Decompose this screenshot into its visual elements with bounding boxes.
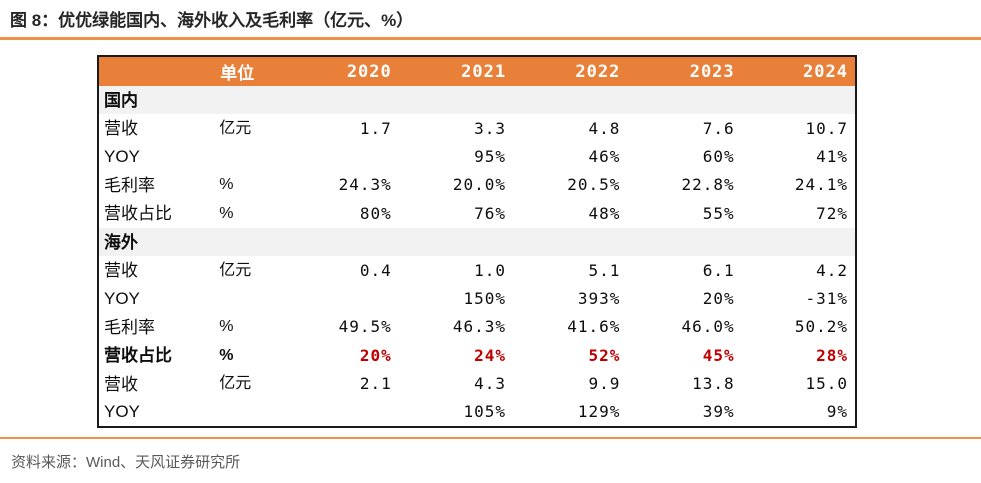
header-cell-year: 2020	[346, 61, 392, 82]
value-cell: 0.4	[359, 260, 392, 280]
value-cell: 7.6	[702, 118, 735, 138]
value-cell: 20%	[359, 345, 392, 365]
value-cell: 1.7	[359, 118, 392, 138]
value-cell: 41%	[816, 146, 848, 166]
section-row: 海外	[98, 227, 856, 257]
figure-title: 图 8：优优绿能国内、海外收入及毛利率（亿元、%）	[10, 11, 414, 30]
header-cell-year: 2022	[575, 61, 621, 82]
row-label: 毛利率	[104, 317, 155, 337]
row-unit: %	[219, 176, 234, 194]
value-cell: 50.2%	[794, 317, 848, 337]
row-label: 毛利率	[104, 175, 155, 195]
value-cell: 41.6%	[567, 317, 621, 337]
value-cell: 28%	[816, 345, 848, 365]
value-cell: 24%	[474, 345, 507, 365]
value-cell: 46.3%	[452, 317, 507, 337]
source-note: 资料来源：Wind、天风证券研究所	[11, 454, 241, 471]
value-cell: -31%	[805, 288, 848, 308]
header-cell-year: 2021	[461, 61, 507, 82]
section-row: 国内	[98, 86, 856, 115]
header-cell-empty	[98, 56, 216, 86]
value-cell: 80%	[359, 203, 392, 223]
table-row: 营收 亿元 1.7 3.3 4.8 7.6 10.7	[98, 114, 856, 142]
table-row: 毛利率% 49.5% 46.3% 41.6% 46.0% 50.2%	[98, 313, 856, 341]
row-unit	[216, 143, 284, 171]
row-label: 营收	[104, 374, 138, 394]
table-body: 国内 营收 亿元 1.7 3.3 4.8 7.6 10.7 YOY 95% 46% 60% 41% 毛利率…	[98, 86, 856, 427]
value-cell: 22.8%	[681, 175, 735, 195]
row-label: YOY	[104, 289, 140, 309]
value-cell: 72%	[816, 203, 848, 223]
table-row: YOY 150% 393% 20% -31%	[98, 285, 856, 313]
value-cell: 13.8	[692, 374, 735, 394]
value-cell: 76%	[474, 203, 507, 223]
table-row: 营收占比% 20% 24% 52% 45% 28%	[98, 342, 856, 370]
row-unit	[216, 398, 284, 426]
value-cell: 46.0%	[681, 317, 735, 337]
row-unit: 亿元	[219, 261, 252, 279]
table-row: 营收 亿元 2.1 4.3 9.9 13.8 15.0	[98, 370, 856, 398]
row-label: 营收	[104, 119, 138, 139]
value-cell: 20.0%	[452, 175, 507, 195]
table-row: YOY 105% 129% 39% 9%	[98, 398, 856, 426]
value-cell: 45%	[702, 345, 735, 365]
value-cell: 9%	[826, 401, 848, 421]
table-header: 单位 2020 2021 2022 2023 2024	[98, 56, 856, 86]
value-cell: 9.9	[588, 374, 621, 394]
value-cell: 10.7	[805, 118, 848, 138]
value-cell	[284, 143, 398, 171]
header-row: 单位 2020 2021 2022 2023 2024	[98, 56, 856, 86]
row-unit	[216, 285, 284, 313]
header-cell-year: 2024	[803, 61, 848, 82]
row-unit: 亿元	[219, 119, 252, 137]
value-cell: 46%	[588, 146, 621, 166]
row-unit: %	[219, 204, 234, 222]
value-cell	[284, 285, 398, 313]
value-cell: 55%	[702, 203, 735, 223]
value-cell: 105%	[463, 401, 507, 421]
row-unit: %	[219, 346, 234, 364]
value-cell: 1.0	[474, 260, 507, 280]
title-divider-line	[0, 37, 981, 40]
value-cell: 48%	[588, 203, 621, 223]
value-cell: 60%	[702, 146, 735, 166]
value-cell: 5.1	[588, 260, 621, 280]
header-cell-unit: 单位	[220, 64, 255, 83]
value-cell: 4.3	[474, 374, 507, 394]
table-row: 毛利率% 24.3% 20.0% 20.5% 22.8% 24.1%	[98, 171, 856, 199]
table-row: 营收 亿元 0.4 1.0 5.1 6.1 4.2	[98, 256, 856, 284]
value-cell: 6.1	[702, 260, 735, 280]
value-cell: 20%	[702, 288, 735, 308]
value-cell: 4.8	[588, 118, 621, 138]
value-cell: 20.5%	[567, 175, 621, 195]
row-unit: 亿元	[219, 375, 252, 393]
table-row: 营收占比% 80% 76% 48% 55% 72%	[98, 200, 856, 228]
value-cell: 95%	[474, 146, 507, 166]
value-cell: 129%	[577, 401, 621, 421]
section-label: 国内	[98, 86, 856, 115]
row-unit: %	[219, 318, 234, 336]
row-label: YOY	[104, 402, 140, 422]
row-label: 营收	[104, 261, 138, 281]
section-label: 海外	[98, 227, 856, 257]
value-cell: 15.0	[805, 374, 848, 394]
row-label: YOY	[104, 147, 140, 167]
footer-divider-line	[0, 437, 981, 439]
value-cell: 52%	[588, 345, 621, 365]
header-cell-year: 2023	[689, 61, 735, 82]
value-cell: 24.1%	[794, 175, 848, 195]
value-cell	[284, 398, 398, 426]
value-cell: 3.3	[474, 118, 507, 138]
table-row: YOY 95% 46% 60% 41%	[98, 143, 856, 171]
value-cell: 393%	[577, 288, 621, 308]
value-cell: 24.3%	[338, 175, 392, 195]
revenue-table: 单位 2020 2021 2022 2023 2024 国内 营收 亿元 1.7 3.3 4.8 7.…	[97, 55, 857, 428]
row-label: 营收占比	[104, 204, 172, 224]
row-label: 营收占比	[104, 346, 172, 366]
value-cell: 49.5%	[338, 317, 392, 337]
value-cell: 2.1	[359, 374, 392, 394]
value-cell: 4.2	[816, 260, 848, 280]
value-cell: 150%	[463, 288, 507, 308]
value-cell: 39%	[702, 401, 735, 421]
